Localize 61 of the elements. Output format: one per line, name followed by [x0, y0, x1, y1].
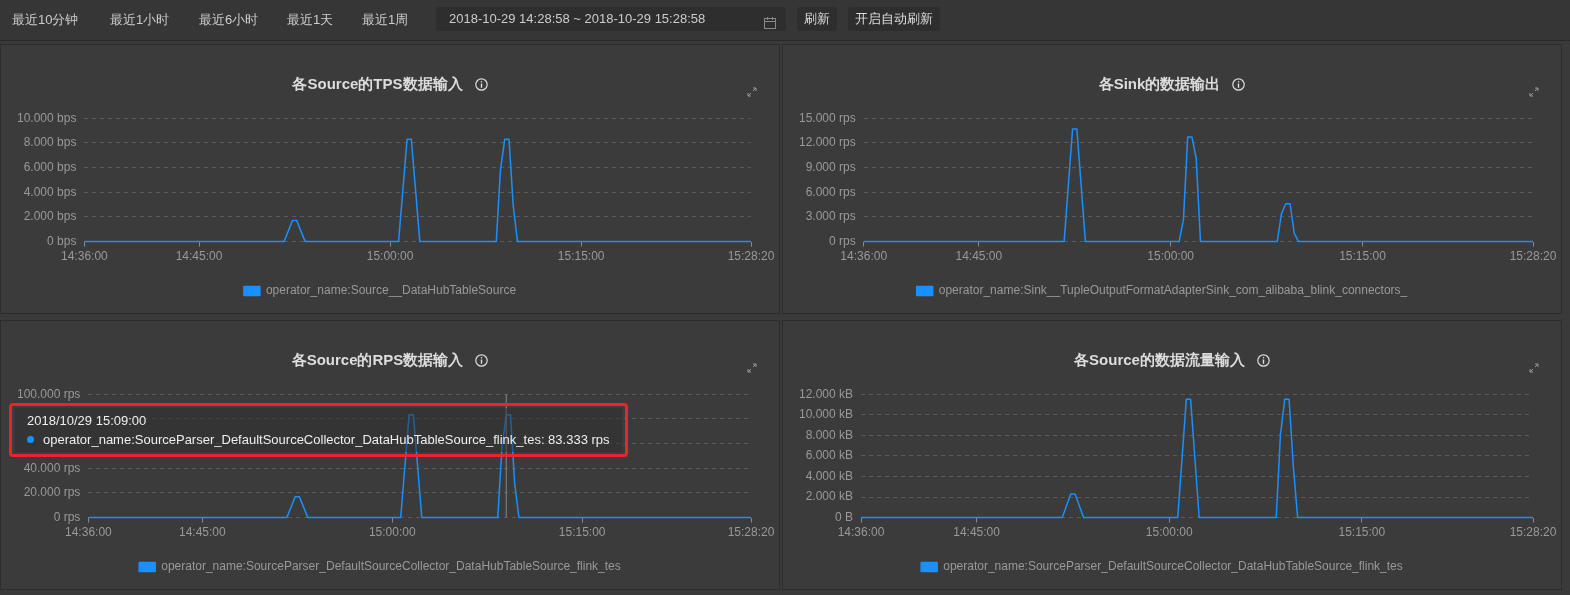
y-tick-label: 6.000 kB [805, 448, 854, 463]
x-tick-label: 15:28:20 [1509, 249, 1557, 264]
y-tick-label: 12.000 rps [798, 135, 856, 150]
x-tick-label: 14:36:00 [65, 525, 113, 540]
x-tick-label: 15:15:00 [1339, 249, 1387, 264]
text: 最近10分钟 [12, 11, 79, 29]
x-tick-label: 15:15:00 [1338, 525, 1386, 540]
x-tick-label: 14:36:00 [61, 249, 109, 264]
y-tick-label: 10.000 kB [798, 407, 854, 422]
text: 刷新 [797, 7, 837, 31]
x-tick-label: 15:28:20 [727, 525, 775, 540]
chart-title: 各Source的数据流量输入 [1074, 351, 1245, 368]
y-tick-label: 0 B [835, 509, 854, 524]
y-tick-label: 100.000 rps [16, 386, 81, 401]
chart-title: 各Source的TPS数据输入 [292, 75, 463, 92]
y-tick-label: 9.000 rps [805, 159, 856, 174]
y-tick-label: 6.000 rps [805, 184, 856, 199]
y-tick-label: 8.000 bps [23, 135, 77, 150]
text: 2018-10-29 14:28:58 ~ 2018-10-29 15:28:58 [449, 11, 706, 26]
chart-title: 各Source的RPS数据输入 [291, 351, 464, 368]
x-tick-label: 14:45:00 [178, 525, 227, 540]
x-tick-label: 15:15:00 [557, 249, 605, 264]
y-tick-label: 12.000 kB [798, 386, 854, 401]
x-tick-label: 14:36:00 [840, 249, 888, 264]
y-tick-label: 0 rps [829, 233, 856, 248]
y-tick-label: 8.000 kB [805, 427, 854, 442]
text: 开启自动刷新 [848, 7, 940, 31]
x-tick-label: 15:00:00 [1147, 249, 1195, 264]
chart-title: 各Sink的数据输出 [1098, 75, 1221, 92]
y-tick-label: 2.000 kB [805, 489, 854, 504]
x-tick-label: 15:28:20 [1509, 525, 1557, 540]
x-tick-label: 15:00:00 [368, 525, 416, 540]
y-tick-label: 4.000 bps [23, 184, 77, 199]
legend-label: operator_name:SourceParser_DefaultSourceCollector_DataHubTableSource_flink_tes [161, 559, 621, 574]
x-tick-label: 15:28:20 [727, 249, 775, 264]
x-tick-label: 14:45:00 [175, 249, 223, 264]
legend-label: operator_name:Sink__TupleOutputFormatAdapterSink_com_alibaba_blink_connectors_ [938, 283, 1408, 298]
y-tick-label: 0 rps [53, 509, 81, 524]
x-tick-label: 14:45:00 [953, 525, 1001, 540]
x-tick-label: 14:36:00 [837, 525, 885, 540]
y-tick-label: 3.000 rps [805, 209, 856, 224]
y-tick-label: 2.000 bps [23, 209, 77, 224]
legend-label: operator_name:SourceParser_DefaultSourceCollector_DataHubTableSource_flink_tes [943, 559, 1403, 574]
x-tick-label: 15:00:00 [1145, 525, 1193, 540]
y-tick-label: 40.000 rps [23, 460, 81, 475]
x-tick-label: 14:45:00 [955, 249, 1003, 264]
y-tick-label: 4.000 kB [805, 468, 854, 483]
legend-label: operator_name:Source__DataHubTableSource [265, 283, 517, 298]
y-tick-label: 15.000 rps [798, 110, 856, 125]
x-tick-label: 15:15:00 [558, 525, 606, 540]
text: 最近1天 [287, 11, 334, 29]
y-tick-label: 0 bps [47, 233, 77, 248]
y-tick-label: 10.000 bps [16, 110, 77, 125]
y-tick-label: 20.000 rps [23, 485, 81, 500]
annotation: 2018/10/29 15:09:00 [27, 413, 147, 429]
text: 最近6小时 [199, 11, 259, 29]
annotation: operator_name:SourceParser_DefaultSourceCollector_DataHubTableSource_flink_tes: 83.333 rps [43, 432, 610, 448]
x-tick-label: 15:00:00 [366, 249, 414, 264]
text: 最近1周 [362, 11, 409, 29]
y-tick-label: 6.000 bps [23, 159, 77, 174]
text: 最近1小时 [110, 11, 170, 29]
